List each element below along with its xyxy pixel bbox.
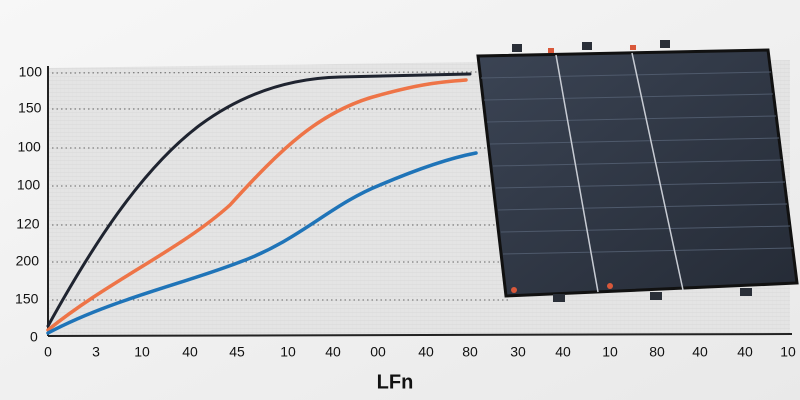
wires (46, 72, 478, 335)
x-label: 10 (780, 344, 796, 360)
x-label: 40 (692, 344, 708, 360)
x-label: 40 (737, 344, 753, 360)
x-label: 40 (418, 344, 434, 360)
y-label: 200 (16, 253, 40, 269)
x-label: 40 (182, 344, 198, 360)
y-label: 0 (30, 329, 38, 345)
solar-panel (476, 40, 799, 302)
orange-wire (46, 78, 468, 332)
blue-wire (46, 151, 478, 335)
x-label: 10 (602, 344, 618, 360)
x-label: 40 (325, 344, 341, 360)
y-label: 150 (15, 291, 39, 307)
y-labels: 100 150 100 100 120 200 150 0 (15, 64, 42, 345)
x-labels: 0 3 10 40 45 10 40 00 40 80 30 40 10 80 40 40 10 (44, 344, 796, 360)
x-axis-title: LFn (377, 371, 414, 393)
x-label: 10 (280, 344, 296, 360)
x-label: 45 (229, 344, 245, 360)
x-label: 30 (510, 344, 526, 360)
x-label: 40 (555, 344, 571, 360)
y-label: 100 (19, 64, 43, 80)
x-label: 0 (44, 344, 52, 360)
y-label: 150 (18, 100, 42, 116)
black-wire (46, 72, 472, 328)
x-label: 3 (92, 344, 100, 360)
y-label: 100 (17, 139, 41, 155)
y-label: 100 (17, 177, 41, 193)
grid (51, 71, 510, 301)
x-label: 10 (134, 344, 150, 360)
x-label: 00 (370, 344, 386, 360)
x-axis (47, 333, 793, 337)
x-label: 80 (649, 344, 665, 360)
y-label: 120 (16, 216, 40, 232)
x-label: 80 (462, 344, 478, 360)
